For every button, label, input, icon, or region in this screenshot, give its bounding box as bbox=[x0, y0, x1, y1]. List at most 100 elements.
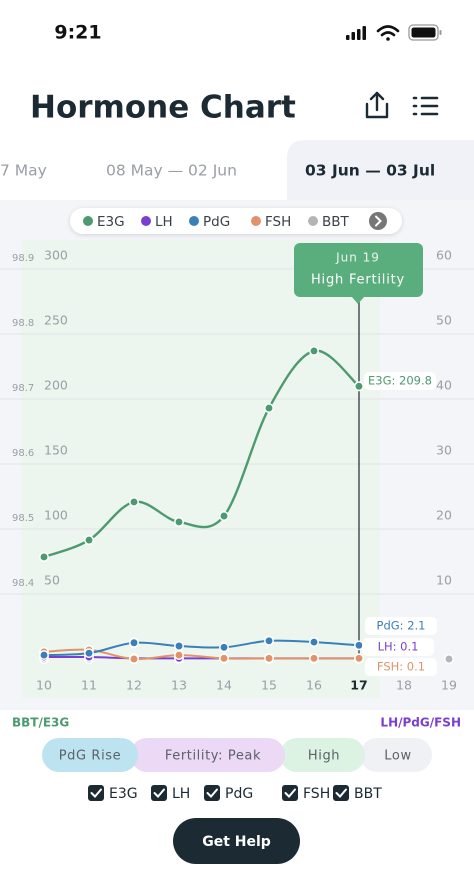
share-button[interactable] bbox=[365, 91, 389, 119]
data-point bbox=[129, 654, 139, 664]
phase-segment bbox=[280, 738, 365, 772]
y-tick-label: 250 bbox=[44, 313, 68, 328]
y2-tick-label: 60 bbox=[436, 248, 452, 263]
filter-checkbox[interactable] bbox=[333, 785, 349, 801]
phase-segment bbox=[42, 738, 138, 772]
tooltip-title: Jun 19 bbox=[335, 251, 380, 265]
data-point bbox=[264, 653, 274, 664]
data-point bbox=[309, 637, 319, 648]
data-point bbox=[264, 635, 274, 646]
y2-tick-label: 20 bbox=[436, 508, 452, 523]
y-tick-label: 150 bbox=[44, 443, 68, 458]
tooltip-box bbox=[294, 243, 423, 297]
legend-label[interactable]: E3G bbox=[97, 214, 125, 230]
x-tick-label: 15 bbox=[261, 678, 277, 693]
x-tick-label: 14 bbox=[216, 678, 232, 693]
data-point bbox=[309, 345, 319, 356]
y2-tick-label: 50 bbox=[436, 313, 452, 328]
annotation-bg bbox=[365, 658, 437, 676]
filter-label[interactable]: PdG bbox=[225, 786, 253, 802]
filter-check bbox=[335, 788, 347, 798]
annotation-bg bbox=[364, 372, 436, 390]
legend-dot bbox=[83, 216, 93, 226]
filter-checkbox[interactable] bbox=[88, 785, 104, 801]
wifi-icon bbox=[376, 25, 400, 41]
filter-label[interactable]: E3G bbox=[109, 786, 138, 802]
tooltip-pointer bbox=[352, 297, 364, 304]
y2-tick-label: 10 bbox=[436, 573, 452, 588]
menu-button[interactable] bbox=[412, 96, 439, 116]
x-tick-label: 18 bbox=[396, 678, 412, 693]
y-tick-label: 100 bbox=[44, 508, 68, 523]
legend-dot bbox=[251, 216, 261, 226]
legend-more-button[interactable] bbox=[369, 212, 387, 230]
get-help-button[interactable] bbox=[173, 818, 300, 864]
data-point bbox=[39, 552, 49, 562]
bbt-tick-label: 98.4 bbox=[12, 578, 34, 589]
x-tick-label: 19 bbox=[441, 678, 457, 693]
phase-label: PdG Rise bbox=[59, 749, 122, 764]
filter-label[interactable]: FSH bbox=[303, 786, 330, 802]
data-point bbox=[39, 650, 49, 661]
data-point bbox=[219, 511, 229, 521]
legend-dot bbox=[141, 216, 151, 226]
x-tick-label: 16 bbox=[306, 678, 322, 693]
data-point bbox=[219, 653, 229, 664]
phase-label: Low bbox=[384, 749, 411, 764]
filter-check bbox=[284, 788, 296, 798]
legend-pill bbox=[70, 208, 402, 234]
data-point bbox=[174, 641, 184, 651]
data-point bbox=[84, 648, 94, 659]
filter-checkbox[interactable] bbox=[282, 785, 298, 801]
data-point bbox=[129, 637, 139, 648]
filter-label[interactable]: LH bbox=[172, 786, 190, 802]
annotation: E3G: 209.8 bbox=[368, 374, 432, 388]
legend-more-arrow bbox=[375, 215, 382, 227]
data-point bbox=[354, 640, 364, 651]
filter-checkbox[interactable] bbox=[204, 785, 220, 801]
filter-check bbox=[206, 788, 218, 798]
annotation-bg bbox=[365, 617, 437, 635]
get-help-label[interactable]: Get Help bbox=[202, 834, 271, 850]
bbt-tick-label: 98.7 bbox=[12, 383, 34, 394]
legend-label[interactable]: LH bbox=[155, 214, 173, 230]
date-range-tab[interactable]: 03 Jun — 03 Jul bbox=[305, 162, 435, 180]
filter-checkbox[interactable] bbox=[151, 785, 167, 801]
date-range-tab[interactable]: 08 May — 02 Jun bbox=[106, 162, 237, 180]
y2-tick-label: 30 bbox=[436, 443, 452, 458]
phase-segment bbox=[360, 738, 432, 772]
annotation-bg bbox=[362, 638, 434, 656]
x-tick-label: 17 bbox=[350, 678, 367, 693]
legend-dot bbox=[308, 216, 318, 226]
bbt-tick-label: 98.5 bbox=[12, 513, 34, 524]
legend-label[interactable]: BBT bbox=[322, 214, 350, 230]
data-point bbox=[264, 403, 274, 414]
y2-tick-label: 40 bbox=[436, 378, 452, 393]
filter-check bbox=[153, 788, 165, 798]
y-axis-caption: BBT/E3G bbox=[12, 716, 69, 730]
data-point bbox=[354, 653, 364, 664]
legend-label[interactable]: FSH bbox=[265, 214, 291, 230]
y-tick-label: 300 bbox=[44, 248, 68, 263]
data-point bbox=[354, 381, 364, 392]
y-tick-label: 50 bbox=[44, 573, 60, 588]
data-point bbox=[84, 535, 94, 545]
phase-label: High bbox=[308, 749, 340, 764]
bbt-tick-label: 98.6 bbox=[12, 448, 34, 459]
page-title: Hormone Chart bbox=[30, 90, 296, 126]
legend-label[interactable]: PdG bbox=[203, 214, 230, 230]
bbt-tick-label: 98.8 bbox=[12, 318, 34, 329]
phase-segment bbox=[130, 738, 285, 772]
data-point bbox=[129, 497, 139, 507]
filter-label[interactable]: BBT bbox=[354, 786, 382, 802]
legend-dot bbox=[189, 216, 199, 226]
y2-axis-caption: LH/PdG/FSH bbox=[380, 716, 461, 730]
bbt-tick-label: 98.9 bbox=[12, 253, 34, 264]
battery-icon bbox=[408, 24, 442, 41]
x-tick-label: 12 bbox=[126, 678, 142, 693]
fertile-window-band bbox=[22, 240, 380, 698]
date-range-tab[interactable]: 7 May bbox=[0, 162, 47, 180]
annotation: LH: 0.1 bbox=[378, 640, 419, 654]
